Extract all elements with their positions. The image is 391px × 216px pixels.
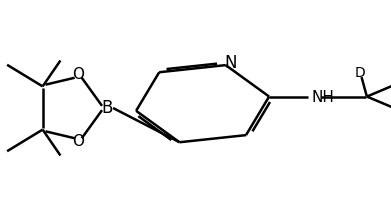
Text: B: B — [101, 99, 112, 117]
Text: N: N — [225, 54, 237, 72]
Text: D: D — [354, 66, 365, 80]
Text: NH: NH — [312, 90, 335, 105]
Text: O: O — [72, 67, 84, 82]
Text: O: O — [72, 134, 84, 149]
